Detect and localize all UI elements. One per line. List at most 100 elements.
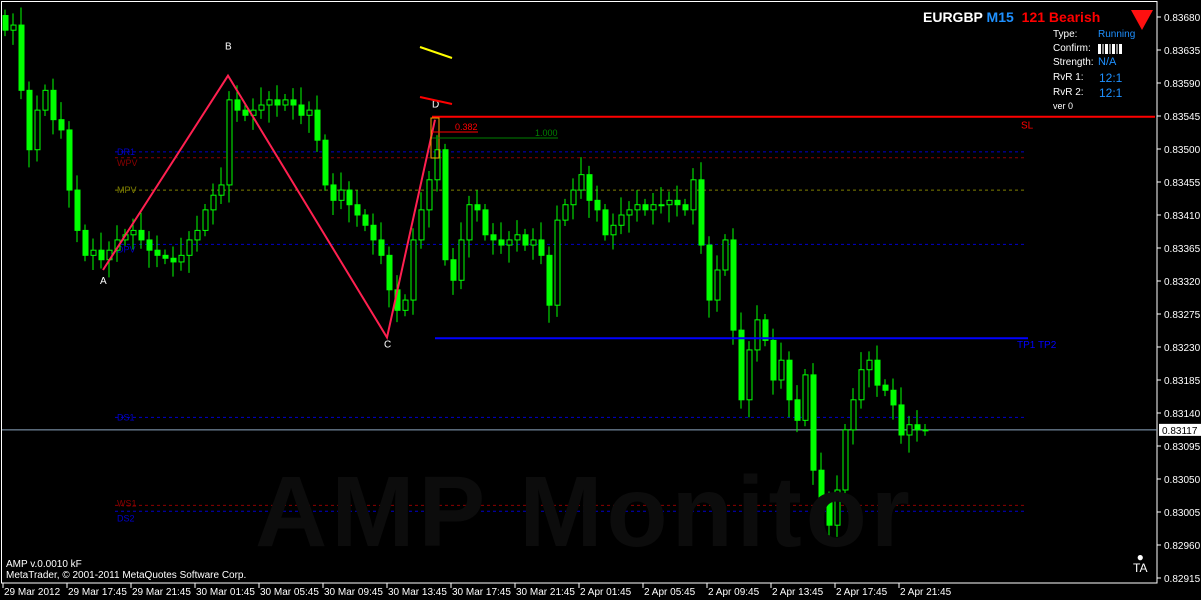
x-tick-label: 29 Mar 21:45: [132, 587, 191, 598]
candle-body: [626, 209, 633, 216]
candle-body: [898, 404, 905, 436]
candle-body: [26, 89, 33, 151]
x-tick-label: 30 Mar 01:45: [196, 587, 255, 598]
x-tick-label: 29 Mar 2012: [4, 587, 61, 598]
triangle-down-icon: [1131, 10, 1153, 30]
y-tick-label: 0.83230: [1164, 343, 1201, 354]
candle-body: [330, 184, 337, 201]
candle-body: [810, 374, 817, 471]
candle-body: [538, 239, 545, 256]
candle-body: [354, 204, 361, 216]
pattern-line: [102, 73, 436, 341]
x-tick-label: 30 Mar 21:45: [516, 587, 575, 598]
chart-header: EURGBP M15 121 Bearish: [923, 9, 1100, 25]
candle-body: [674, 199, 681, 206]
candle-body: [706, 244, 713, 301]
candle-body: [194, 229, 201, 241]
type-value: Running: [1098, 29, 1136, 40]
candle-body: [2, 15, 9, 31]
candle-body: [434, 149, 441, 181]
x-tick-label: 2 Apr 21:45: [900, 587, 952, 598]
candle-body: [586, 174, 593, 201]
candle-body: [770, 339, 777, 381]
current-price-box: [1159, 423, 1201, 436]
candle-body: [794, 399, 801, 421]
pivot-level-label: DPV: [117, 244, 136, 254]
x-tick-label: 29 Mar 17:45: [68, 587, 127, 598]
pivot-level-label: DS1: [117, 412, 135, 422]
candle-body: [426, 179, 433, 211]
strength-label: Strength:: [1053, 57, 1094, 68]
candle-body: [42, 89, 49, 111]
signal: 121 Bearish: [1021, 9, 1101, 25]
candle-body: [346, 189, 353, 206]
x-tick-label: 30 Mar 13:45: [388, 587, 447, 598]
y-tick-label: 0.83185: [1164, 376, 1201, 387]
candle-body: [514, 234, 521, 241]
candle-body: [18, 24, 25, 91]
candle-body: [490, 234, 497, 241]
candle-body: [90, 249, 97, 256]
pivot-level-label: DS2: [117, 513, 135, 523]
candle-body: [826, 499, 833, 526]
candle-body: [154, 249, 161, 256]
timeframe: M15: [986, 9, 1014, 25]
indicator-name: AMP v.0.0010 kF: [6, 559, 82, 570]
stop-loss-label: SL: [1021, 121, 1034, 132]
candle-body: [506, 239, 513, 246]
candle-body: [34, 109, 41, 151]
candle-body: [714, 269, 721, 301]
current-price-label: 0.83117: [1162, 426, 1198, 437]
y-tick-label: 0.83320: [1164, 277, 1201, 288]
candle-body: [266, 99, 273, 106]
y-tick-label: 0.83410: [1164, 211, 1201, 222]
y-tick-label: 0.83500: [1164, 145, 1201, 156]
candle-body: [562, 204, 569, 221]
candle-body: [306, 109, 313, 116]
candle-body: [690, 179, 697, 211]
candle-body: [546, 254, 553, 306]
candle-body: [874, 359, 881, 386]
candle-body: [698, 179, 705, 246]
candle-body: [410, 239, 417, 301]
y-tick-label: 0.83590: [1164, 79, 1201, 90]
candle-body: [50, 89, 57, 121]
x-tick-label: 2 Apr 01:45: [580, 587, 632, 598]
candle-body: [642, 204, 649, 211]
candle-body: [370, 224, 377, 241]
candle-body: [738, 329, 745, 401]
candle-body: [866, 359, 873, 371]
candle-body: [754, 319, 761, 351]
type-label: Type:: [1053, 29, 1078, 40]
candle-body: [458, 239, 465, 281]
candle-body: [290, 99, 297, 106]
candle-body: [66, 129, 73, 191]
candle-body: [474, 204, 481, 211]
candle-body: [570, 189, 577, 206]
strength-value: N/A: [1098, 56, 1117, 68]
candle-body: [202, 209, 209, 231]
y-tick-label: 0.83455: [1164, 178, 1201, 189]
candle-body: [466, 204, 473, 241]
candle-body: [778, 359, 785, 381]
y-tick-label: 0.83275: [1164, 310, 1201, 321]
candle-body: [722, 239, 729, 271]
x-tick-label: 30 Mar 17:45: [452, 587, 511, 598]
y-tick-label: 0.83680: [1164, 13, 1201, 24]
candle-body: [210, 194, 217, 211]
y-tick-label: 0.83545: [1164, 112, 1201, 123]
x-tick-label: 2 Apr 17:45: [836, 587, 888, 598]
pattern-point-label: A: [100, 276, 107, 287]
candle-body: [850, 399, 857, 431]
candle-body: [314, 109, 321, 141]
candle-body: [482, 209, 489, 236]
pattern-point-label: B: [225, 42, 232, 53]
x-tick-label: 2 Apr 05:45: [644, 587, 696, 598]
candle-body: [218, 184, 225, 196]
y-tick-label: 0.83050: [1164, 475, 1201, 486]
candle-body: [906, 424, 913, 436]
trading-assistant-icon[interactable]: ● TA: [1133, 550, 1148, 575]
version: ver 0: [1053, 101, 1074, 111]
candle-body: [226, 99, 233, 186]
